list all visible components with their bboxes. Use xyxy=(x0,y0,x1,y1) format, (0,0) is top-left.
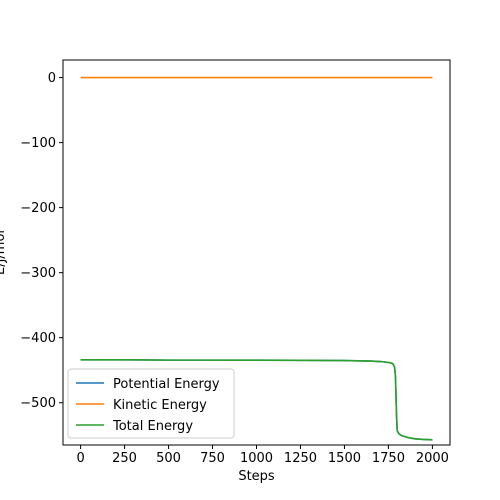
x-tick-label: 250 xyxy=(112,451,137,466)
x-tick-label: 1000 xyxy=(240,451,273,466)
series-layer xyxy=(80,76,433,441)
x-axis-ticks: 0 250 500 750 1000 1250 1500 1750 2000 xyxy=(76,445,449,466)
y-tick-label: −400 xyxy=(20,331,56,346)
legend-frame xyxy=(67,368,235,439)
y-tick-label: −300 xyxy=(20,266,56,281)
x-tick-label: 500 xyxy=(156,451,181,466)
x-axis-label: Steps xyxy=(238,469,275,484)
y-axis-label: E/J/mol xyxy=(0,230,8,275)
y-tick-label: 0 xyxy=(48,71,56,86)
legend-label: Potential Energy xyxy=(113,377,220,392)
x-tick-label: 0 xyxy=(76,451,84,466)
y-tick-label: −500 xyxy=(20,396,56,411)
legend-label: Total Energy xyxy=(112,419,193,434)
x-tick-label: 1750 xyxy=(372,451,405,466)
y-tick-label: −100 xyxy=(20,136,56,151)
y-tick-label: −200 xyxy=(20,201,56,216)
x-tick-label: 750 xyxy=(200,451,225,466)
x-tick-label: 1250 xyxy=(284,451,317,466)
y-axis-ticks: 0 −100 −200 −300 −400 −500 xyxy=(20,71,63,411)
series-line-2 xyxy=(80,359,433,441)
legend: Potential Energy Kinetic Energy Total Ener… xyxy=(67,368,235,439)
x-tick-label: 1500 xyxy=(328,451,361,466)
x-tick-label: 2000 xyxy=(416,451,449,466)
legend-label: Kinetic Energy xyxy=(113,398,207,413)
